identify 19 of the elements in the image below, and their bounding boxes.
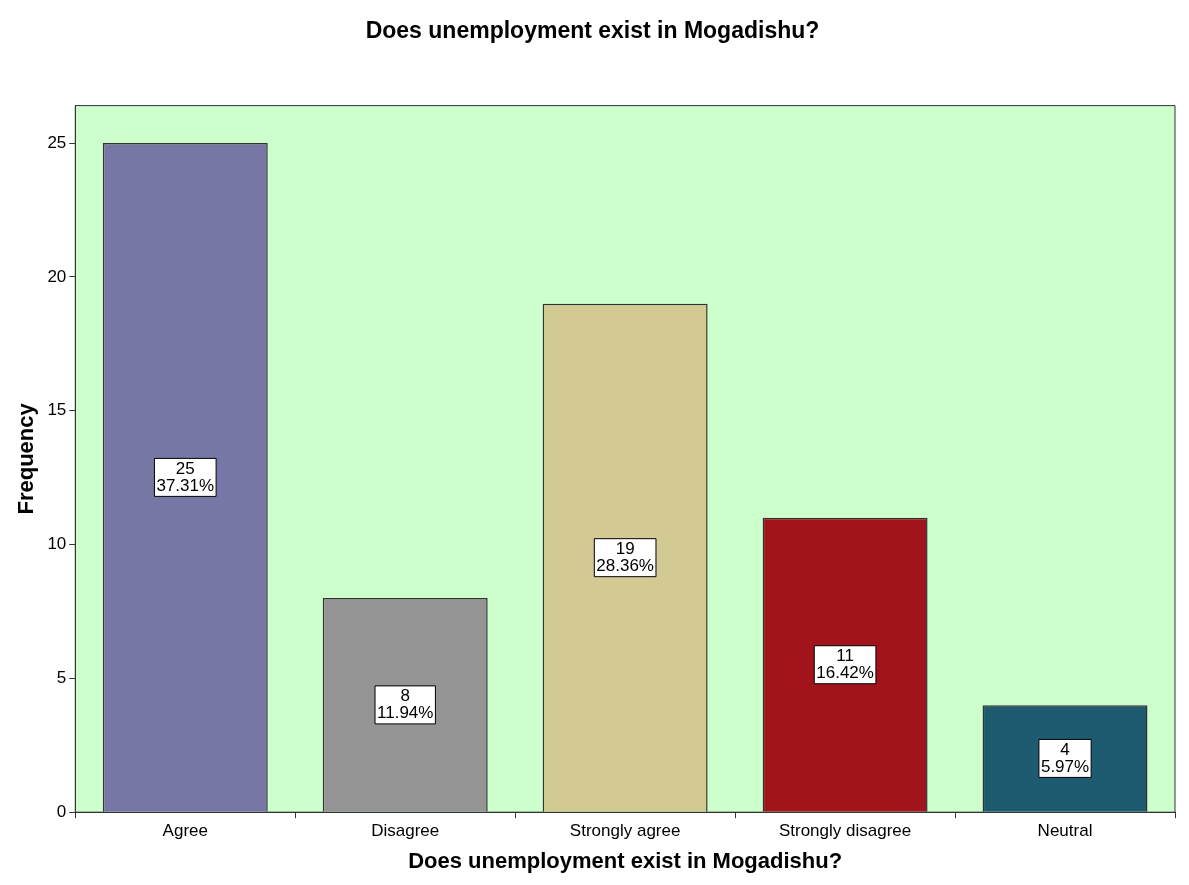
y-tick-label: 20 <box>47 266 67 286</box>
x-axis-title: Does unemployment exist in Mogadishu? <box>408 847 843 873</box>
y-tick-label: 25 <box>47 132 67 152</box>
x-tick-label: Disagree <box>371 821 440 841</box>
x-tick-label: Strongly disagree <box>778 821 912 841</box>
x-tick-label: Strongly agree <box>569 821 681 841</box>
y-tick-label: 15 <box>47 400 67 420</box>
x-tick-label: Neutral <box>1037 821 1093 841</box>
y-tick-label: 10 <box>47 534 67 554</box>
y-tick-label: 5 <box>56 668 67 688</box>
data-label: 25 37.31% <box>156 458 215 495</box>
chart-title: Does unemployment exist in Mogadishu? <box>365 17 820 44</box>
data-label: 11 16.42% <box>816 645 874 682</box>
data-label: 4 5.97% <box>1040 739 1090 776</box>
y-tick-label: 0 <box>56 801 67 821</box>
data-label: 19 28.36% <box>596 538 654 575</box>
y-axis-title: Frequency <box>13 402 39 515</box>
x-tick-label: Agree <box>162 821 208 841</box>
data-label: 8 11.94% <box>377 686 434 723</box>
